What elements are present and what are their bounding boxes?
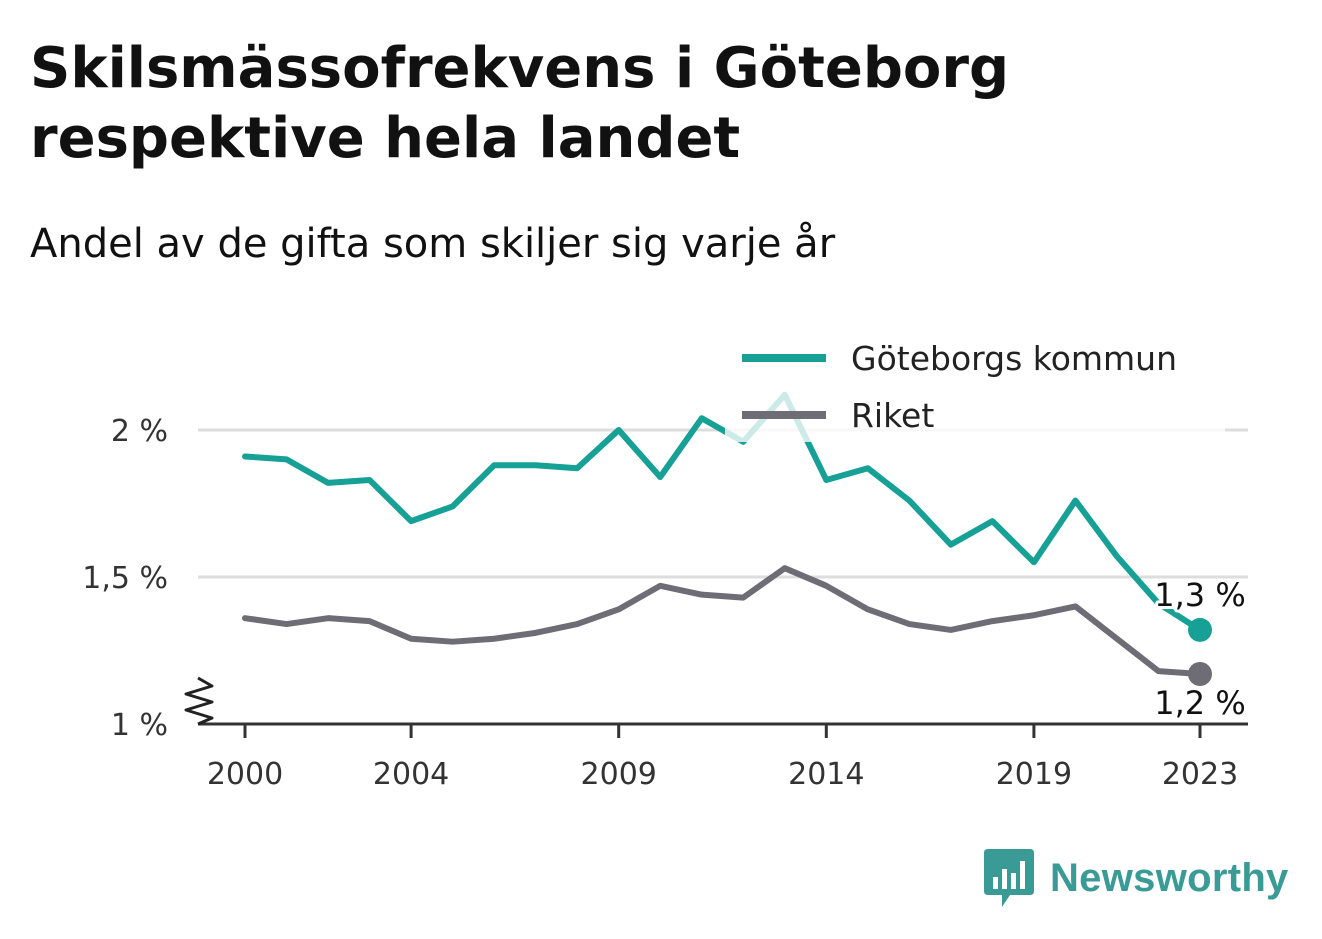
newsworthy-icon bbox=[984, 849, 1034, 907]
series-lines bbox=[242, 391, 1203, 678]
brand-name: Newsworthy bbox=[1050, 855, 1289, 900]
x-tick-label: 2009 bbox=[581, 757, 657, 792]
x-tick-label: 2023 bbox=[1162, 757, 1238, 792]
x-tick-label: 2019 bbox=[996, 757, 1072, 792]
series-line-1 bbox=[242, 565, 1203, 678]
axes: 1 % 1,5 % 2 % 2000 2004 2009 2014 2019 2023 bbox=[82, 414, 1248, 792]
grid-lines bbox=[198, 428, 1248, 579]
series-line-0 bbox=[242, 391, 1203, 633]
y-tick-label: 1,5 % bbox=[82, 561, 168, 596]
legend: Göteborgs kommun Riket bbox=[725, 338, 1225, 442]
brand-logo: Newsworthy bbox=[980, 848, 1289, 908]
end-label-0: 1,3 % bbox=[1154, 576, 1245, 614]
legend-label-0: Göteborgs kommun bbox=[851, 339, 1177, 378]
y-tick-label: 2 % bbox=[111, 414, 168, 449]
legend-label-1: Riket bbox=[851, 396, 934, 435]
end-label-1: 1,2 % bbox=[1154, 684, 1245, 722]
x-tick-label: 2000 bbox=[207, 757, 283, 792]
end-point-0 bbox=[1188, 617, 1212, 642]
chart-title: Skilsmässofrekvens i Göteborg respektive… bbox=[30, 36, 1010, 171]
y-tick-label: 1 % bbox=[111, 708, 168, 743]
end-point-1 bbox=[1188, 662, 1212, 687]
axis-break-icon bbox=[184, 676, 214, 726]
end-labels: 1,3 % 1,2 % bbox=[1151, 573, 1248, 725]
x-tick-label: 2004 bbox=[373, 757, 449, 792]
x-tick-label: 2014 bbox=[788, 757, 864, 792]
chart-subtitle: Andel av de gifta som skiljer sig varje … bbox=[30, 221, 836, 267]
